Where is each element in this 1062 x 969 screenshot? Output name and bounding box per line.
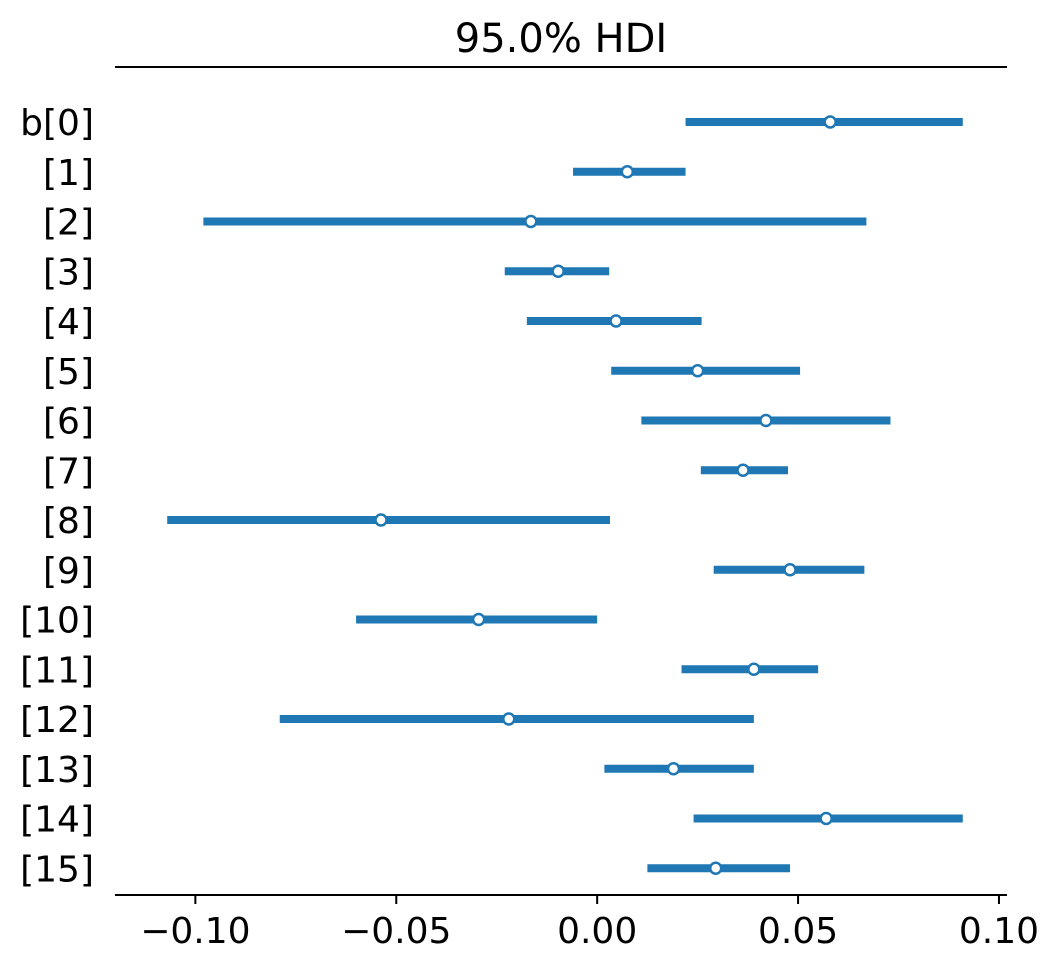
row-label: [14] (20, 800, 94, 841)
row-label: [7] (43, 451, 94, 492)
row-label: [11] (20, 650, 94, 691)
point-estimate (759, 413, 773, 428)
row-label: [5] (43, 352, 94, 393)
point-estimate (736, 463, 750, 477)
row-label: [10] (20, 601, 94, 642)
row-label: [4] (43, 302, 94, 343)
point-estimate (620, 165, 635, 179)
point-estimate (471, 612, 486, 627)
row-label: [1] (43, 153, 94, 194)
point-estimate (551, 264, 565, 278)
point-estimate (823, 115, 837, 129)
point-estimate (524, 214, 538, 229)
point-estimate (502, 712, 516, 726)
x-tick-label: −0.10 (140, 911, 250, 952)
point-estimate (783, 563, 797, 577)
row-label: b[0] (20, 103, 94, 144)
x-axis-ticks: −0.10 −0.05 0.00 0.05 0.10 (140, 895, 1039, 952)
point-estimate (747, 662, 761, 676)
x-tick-label: −0.05 (341, 911, 451, 952)
point-estimate (666, 762, 681, 776)
row-label: [8] (43, 501, 94, 542)
row-label: [3] (43, 252, 94, 293)
row-label: [2] (43, 203, 94, 244)
point-estimate (374, 513, 388, 527)
row-label: [13] (20, 750, 94, 791)
row-label: [12] (20, 700, 94, 741)
x-tick-label: 0.05 (758, 911, 838, 952)
row-label: [15] (20, 849, 94, 890)
row-label: [9] (43, 551, 94, 592)
row-label: [6] (43, 402, 94, 443)
chart-title: 95.0% HDI (455, 16, 667, 62)
point-estimate (690, 364, 705, 378)
point-estimate (609, 314, 623, 328)
x-tick-label: 0.10 (959, 911, 1039, 952)
x-tick-label: 0.00 (557, 911, 637, 952)
point-estimate (708, 861, 723, 875)
point-estimate (819, 811, 833, 826)
hdi-rows: b[0] [1] [2] [3] [4] [5] [6] [7] [8] [9] [10] [11] [… (20, 103, 963, 890)
